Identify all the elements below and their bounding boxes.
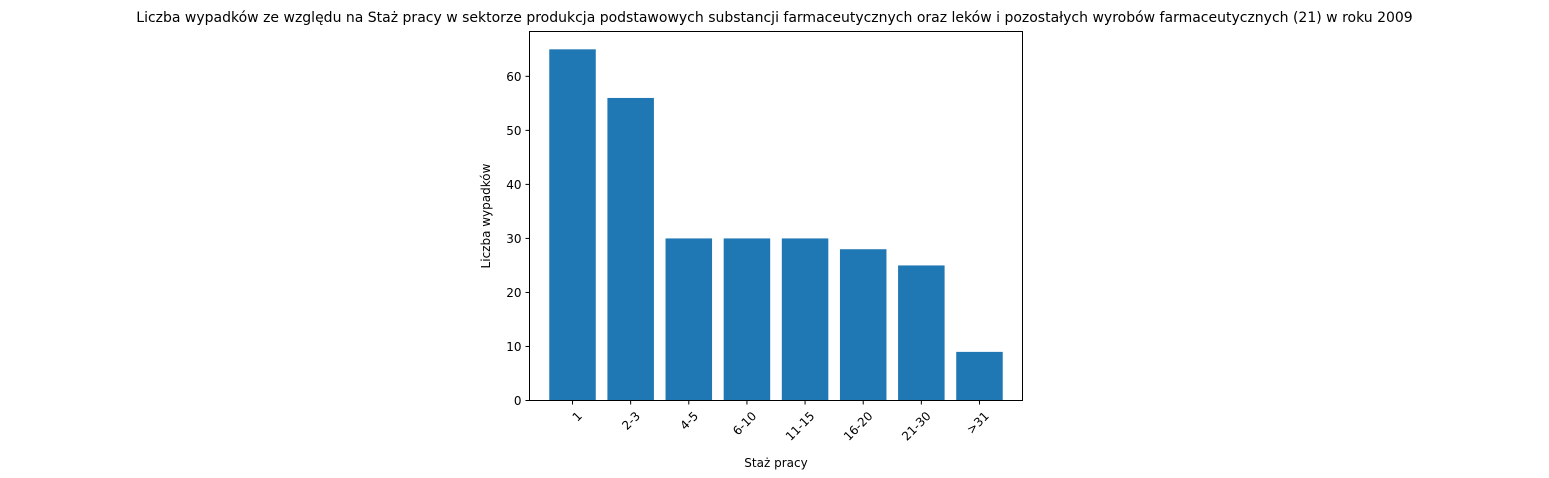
x-tick-label: 11-15	[783, 409, 818, 444]
plot-frame	[529, 31, 1023, 401]
bar-2-3	[607, 97, 654, 401]
x-tick-label: 1	[570, 409, 585, 424]
x-axis-label: Staż pracy	[744, 456, 807, 470]
y-tick-label: 50	[506, 124, 521, 138]
y-tick-label: 0	[514, 394, 522, 408]
y-tick-label: 10	[506, 340, 521, 354]
x-tick-label: 6-10	[730, 409, 759, 438]
bar-1	[549, 49, 596, 401]
x-tick-label: 4-5	[677, 409, 701, 433]
y-axis-ticks: 0 10 20 30 40 50 60	[506, 70, 530, 408]
y-tick-label: 30	[506, 232, 521, 246]
bar-4-5	[665, 238, 713, 401]
bar-16-20	[839, 249, 887, 401]
y-tick-label: 60	[506, 70, 521, 84]
x-tick-label: 2-3	[619, 409, 643, 433]
x-tick-label: >31	[964, 409, 992, 437]
bar-11-15	[781, 238, 829, 401]
y-tick-label: 20	[506, 286, 521, 300]
bars-group	[549, 49, 1003, 401]
x-tick-label: 21-30	[899, 409, 934, 444]
chart-title: Liczba wypadków ze względu na Staż pracy…	[136, 10, 1412, 26]
x-tick-label: 16-20	[841, 409, 876, 444]
y-tick-label: 40	[506, 178, 521, 192]
x-axis-ticks: 1 2-3 4-5 6-10 11-15 16-20 21-30 >31	[570, 400, 992, 444]
bar-6-10	[723, 238, 771, 401]
bar->31	[956, 351, 1003, 401]
bar-21-30	[898, 265, 945, 401]
y-axis-label: Liczba wypadków	[479, 163, 493, 268]
